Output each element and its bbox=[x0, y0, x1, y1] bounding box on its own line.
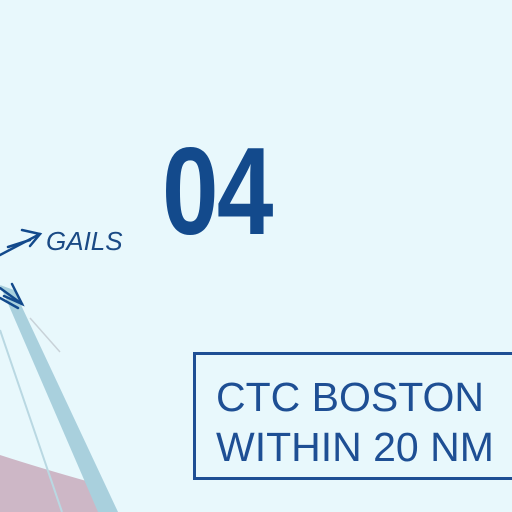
fix-name-label: GAILS bbox=[46, 226, 123, 256]
ctc-line-2: WITHIN 20 NM bbox=[216, 424, 494, 470]
terrain-area bbox=[0, 455, 108, 512]
route-line-thin bbox=[0, 329, 63, 512]
route-band bbox=[0, 285, 118, 512]
boundary-line bbox=[29, 317, 61, 353]
ctc-line-1: CTC BOSTON bbox=[216, 374, 485, 420]
ctc-frequency-box: CTC BOSTON WITHIN 20 NM bbox=[193, 352, 512, 480]
route-number-label: 04 bbox=[162, 123, 273, 261]
